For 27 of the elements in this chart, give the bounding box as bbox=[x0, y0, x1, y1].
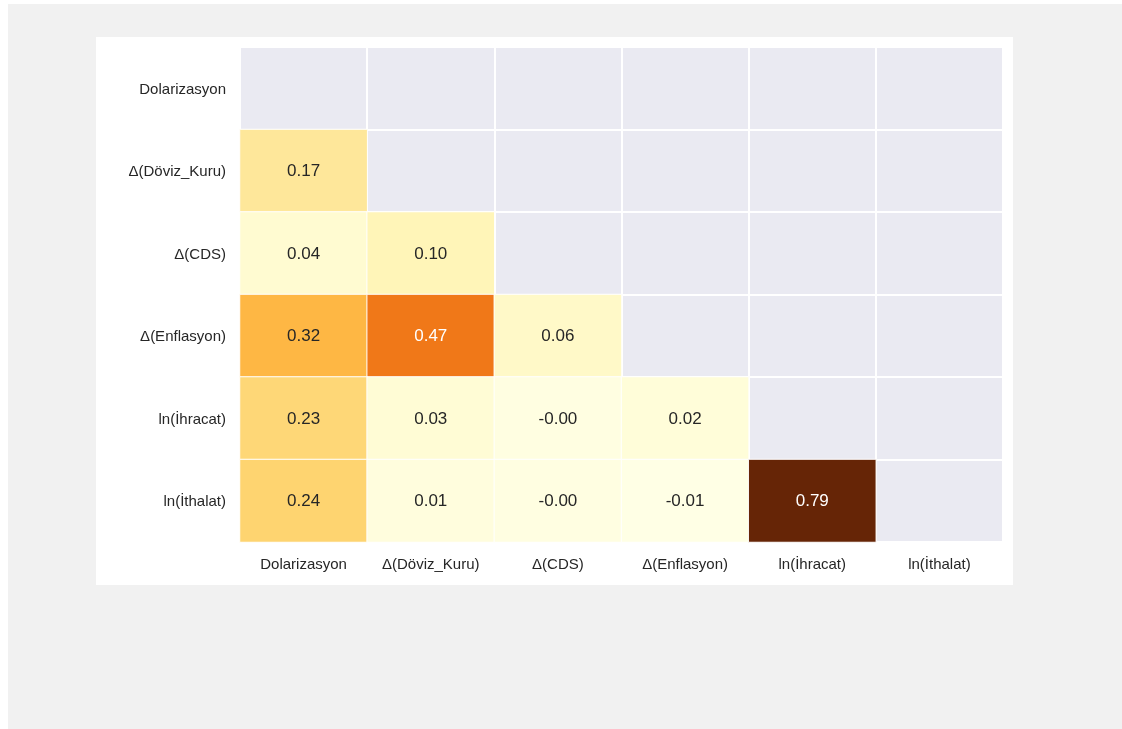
data-label: 0.02 bbox=[668, 408, 702, 428]
data-label: 0.24 bbox=[287, 491, 321, 511]
data-label: 0.04 bbox=[287, 243, 321, 263]
data-label: 0.23 bbox=[287, 408, 321, 428]
x-tick-label: ln(İthalat) bbox=[908, 555, 971, 572]
data-label: 0.47 bbox=[414, 326, 448, 346]
x-tick-label: ln(İhracat) bbox=[778, 555, 847, 572]
x-tick-label: Δ(CDS) bbox=[532, 555, 584, 572]
data-label: 0.01 bbox=[414, 491, 448, 511]
x-tick-label: Δ(Enflasyon) bbox=[642, 555, 729, 572]
y-tick-label: Δ(CDS) bbox=[174, 244, 226, 262]
y-tick-label: ln(İthalat) bbox=[163, 492, 226, 510]
data-label: 0.79 bbox=[795, 491, 829, 511]
data-label: 0.32 bbox=[287, 326, 321, 346]
y-tick-label: Dolarizasyon bbox=[139, 79, 226, 97]
data-label: -0.01 bbox=[665, 491, 705, 511]
y-tick-label: Δ(Enflasyon) bbox=[140, 327, 226, 345]
y-tick-label: ln(İhracat) bbox=[158, 409, 226, 427]
data-label: 0.06 bbox=[541, 326, 575, 346]
y-tick-label: Δ(Döviz_Kuru) bbox=[128, 162, 226, 180]
data-label: 0.17 bbox=[287, 161, 321, 181]
x-tick-label: Dolarizasyon bbox=[260, 555, 347, 572]
data-label: 0.03 bbox=[414, 408, 448, 428]
data-label: -0.00 bbox=[538, 491, 578, 511]
x-tick-label: Δ(Döviz_Kuru) bbox=[381, 555, 480, 572]
data-label: -0.00 bbox=[538, 408, 578, 428]
data-label: 0.10 bbox=[414, 243, 448, 263]
